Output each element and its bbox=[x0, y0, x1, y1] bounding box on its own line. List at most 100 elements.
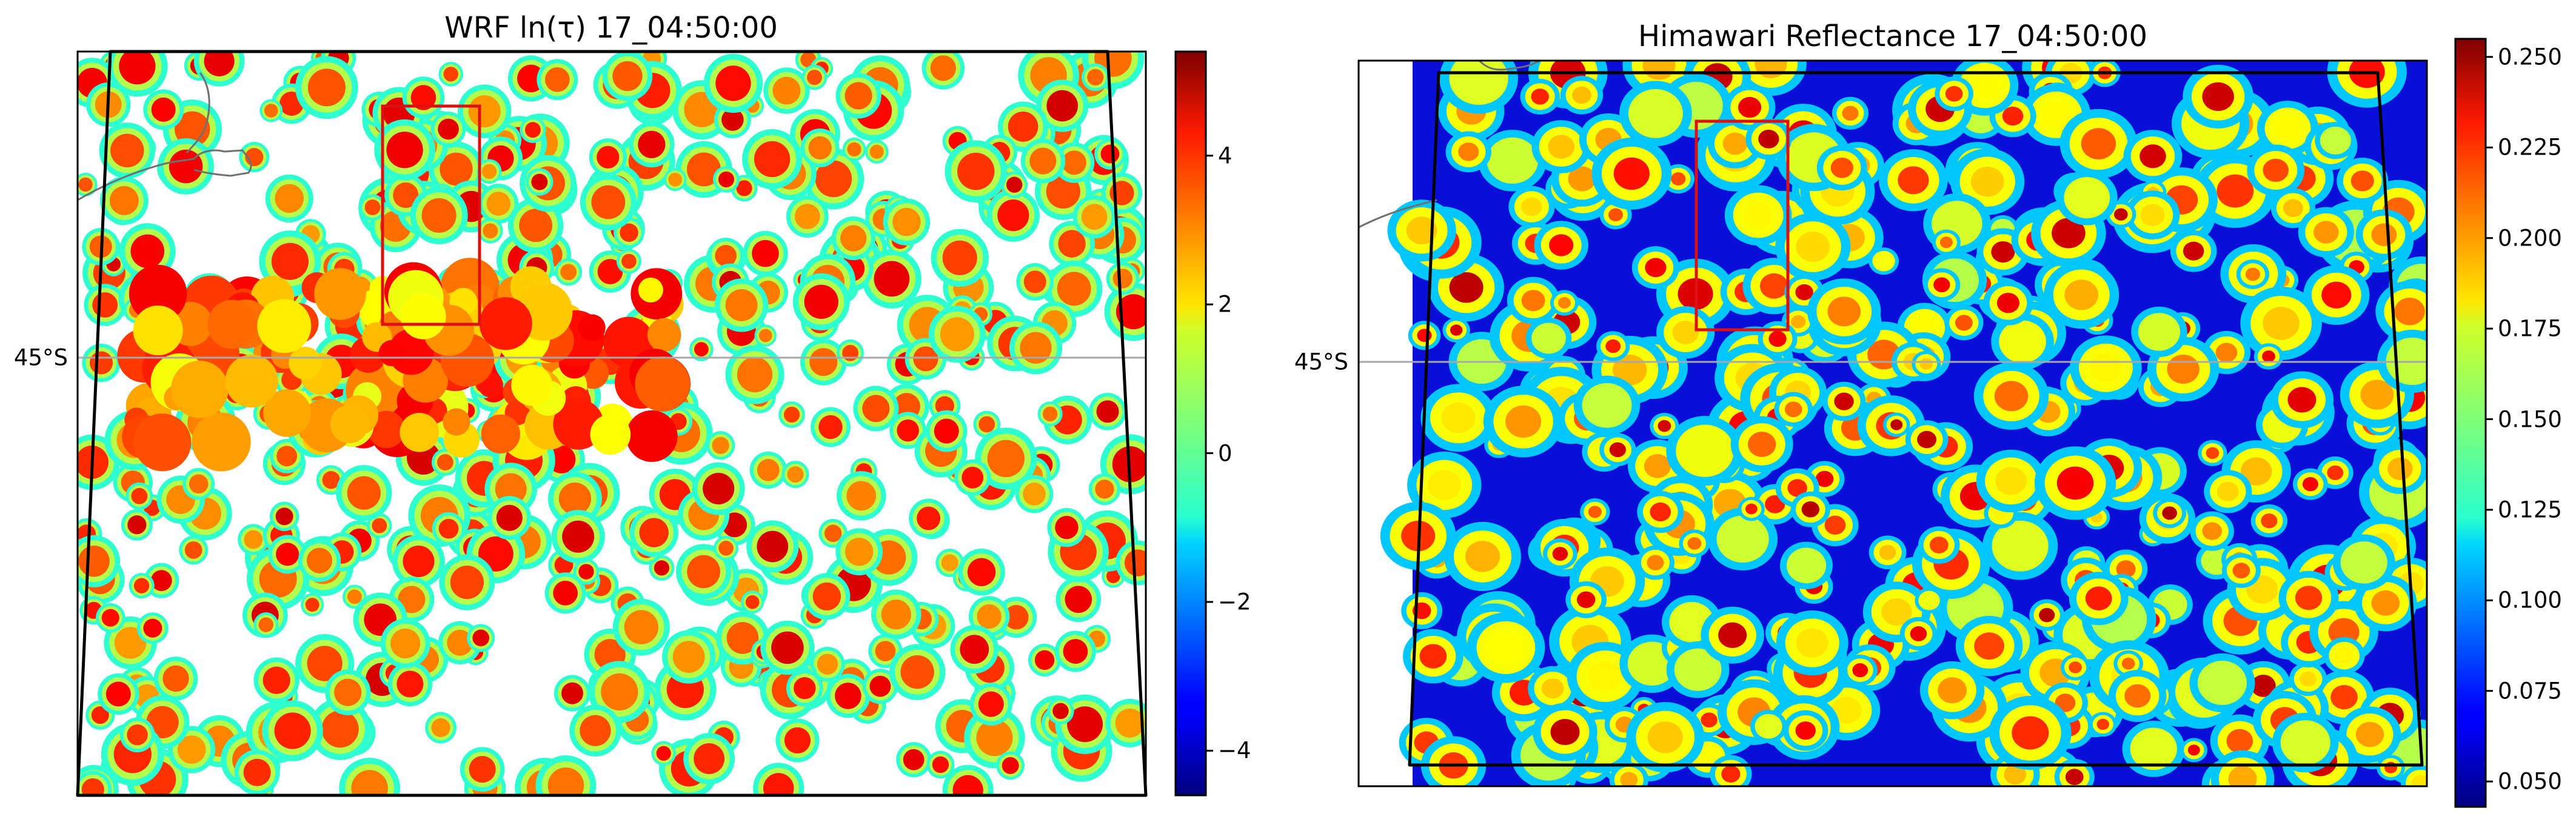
wrf-cloud-cell bbox=[942, 240, 977, 276]
wrf-cloud-cell bbox=[578, 564, 594, 580]
wrf-cloud-cell bbox=[917, 506, 941, 530]
wrf-cloud-cell bbox=[524, 122, 541, 138]
wrf-cloud-cell bbox=[597, 145, 620, 169]
wrf-cloud-cell bbox=[892, 207, 921, 236]
wrf-cloud-cell bbox=[787, 466, 804, 483]
himawari-cloud-patch bbox=[1650, 502, 1671, 522]
wrf-cloud-cell bbox=[131, 487, 148, 504]
wrf-cloud-cell bbox=[725, 289, 758, 321]
himawari-cloud-patch bbox=[2394, 298, 2425, 326]
wrf-cloud-cell bbox=[393, 182, 419, 209]
wrf-cloud-cell bbox=[531, 173, 548, 190]
wrf-cloud-cell bbox=[987, 439, 1025, 478]
wrf-cloud-cell bbox=[511, 364, 553, 406]
himawari-cloud-patch bbox=[1605, 339, 1621, 353]
wrf-cloud-cell bbox=[580, 715, 611, 746]
wrf-axes-frame bbox=[76, 50, 1147, 797]
wrf-cloud-cell bbox=[647, 318, 681, 352]
wrf-cloud-cell bbox=[264, 104, 278, 118]
wrf-cloud-cell bbox=[440, 152, 473, 186]
himawari-cloud-patch bbox=[2226, 729, 2253, 754]
himawari-cloud-patch bbox=[2140, 204, 2165, 226]
himawari-cloud-patch bbox=[1678, 610, 1705, 635]
himawari-cloud-patch bbox=[2167, 354, 2200, 384]
himawari-cloud-patch bbox=[1550, 718, 1580, 746]
himawari-cloud-patch bbox=[2371, 590, 2400, 616]
wrf-cloud-cell bbox=[656, 746, 671, 761]
wrf-cloud-cell bbox=[127, 515, 147, 535]
himawari-cloud-patch bbox=[1497, 147, 1528, 175]
wrf-cloud-cell bbox=[263, 389, 311, 437]
himawari-colorbar-tick-label: 0.075 bbox=[2498, 678, 2562, 704]
himawari-cloud-patch bbox=[2187, 744, 2200, 756]
wrf-cloud-cell bbox=[845, 82, 872, 110]
wrf-colorbar-tick-label: −2 bbox=[1218, 589, 1251, 615]
wrf-cloud-cell bbox=[962, 466, 984, 489]
wrf-cloud-cell bbox=[1096, 400, 1119, 423]
wrf-cloud-cell bbox=[809, 348, 838, 376]
himawari-cloud-patch bbox=[1787, 479, 1807, 497]
himawari-cloud-patch bbox=[1748, 432, 1776, 457]
himawari-cloud-patch bbox=[2360, 379, 2394, 410]
wrf-cloud-cell bbox=[635, 356, 691, 412]
wrf-cloud-cell bbox=[129, 264, 187, 323]
himawari-cloud-patch bbox=[1991, 241, 2015, 263]
wrf-cloud-cell bbox=[1065, 586, 1092, 613]
himawari-cloud-patch bbox=[1890, 419, 1903, 430]
wrf-cloud-cell bbox=[150, 570, 172, 592]
himawari-cloud-patch bbox=[2202, 522, 2223, 540]
wrf-cloud-cell bbox=[757, 459, 780, 481]
wrf-cloud-cell bbox=[334, 678, 362, 706]
wrf-cloud-cell bbox=[941, 554, 958, 572]
wrf-cloud-cell bbox=[437, 454, 453, 471]
wrf-cloud-cell bbox=[257, 299, 312, 353]
wrf-cloud-cell bbox=[578, 314, 606, 342]
himawari-cloud-patch bbox=[1591, 392, 1622, 419]
himawari-cloud-patch bbox=[2012, 716, 2049, 750]
himawari-cloud-patch bbox=[1684, 657, 1712, 683]
himawari-cloud-patch bbox=[1796, 231, 1830, 262]
wrf-cloud-field bbox=[78, 52, 1146, 795]
wrf-cloud-cell bbox=[808, 136, 832, 160]
wrf-cloud-cell bbox=[620, 223, 638, 242]
wrf-cloud-cell bbox=[347, 589, 362, 604]
himawari-cloud-patch bbox=[2261, 513, 2278, 529]
himawari-cloud-patch bbox=[2064, 279, 2099, 310]
wrf-cloud-cell bbox=[127, 724, 148, 746]
himawari-cloud-patch bbox=[1933, 277, 1950, 293]
wrf-cloud-cell bbox=[794, 677, 816, 700]
wrf-cloud-cell bbox=[276, 446, 298, 467]
wrf-cloud-cell bbox=[438, 518, 459, 539]
himawari-cloud-patch bbox=[2073, 185, 2101, 210]
wrf-cloud-cell bbox=[869, 144, 884, 159]
wrf-cloud-cell bbox=[207, 299, 257, 349]
wrf-cloud-cell bbox=[712, 436, 729, 454]
himawari-cloud-patch bbox=[1645, 258, 1667, 278]
wrf-cloud-cell bbox=[450, 565, 484, 600]
wrf-cloud-cell bbox=[869, 675, 891, 697]
wrf-cloud-cell bbox=[957, 152, 995, 190]
wrf-latitude-label: 45°S bbox=[13, 344, 68, 371]
wrf-cloud-cell bbox=[940, 317, 974, 352]
wrf-cloud-cell bbox=[862, 395, 890, 423]
himawari-cloud-patch bbox=[2116, 560, 2136, 578]
himawari-cloud-patch bbox=[1637, 650, 1667, 677]
wrf-cloud-cell bbox=[1008, 112, 1039, 142]
wrf-cloud-cell bbox=[1081, 204, 1108, 230]
himawari-coastline bbox=[1358, 59, 1541, 229]
himawari-colorbar-tick-label: 0.150 bbox=[2498, 406, 2562, 433]
himawari-cloud-patch bbox=[2355, 721, 2384, 747]
wrf-cloud-cell bbox=[1004, 604, 1029, 630]
wrf-cloud-cell bbox=[189, 474, 209, 494]
himawari-cloud-patch bbox=[2302, 476, 2318, 492]
himawari-cloud-patch bbox=[1406, 216, 1437, 245]
wrf-cloud-cell bbox=[421, 198, 457, 233]
himawari-colorbar-ticks bbox=[2486, 56, 2493, 783]
himawari-cloud-patch bbox=[1758, 129, 1779, 149]
himawari-cloud-patch bbox=[2321, 281, 2352, 309]
himawari-cloud-patch bbox=[1768, 330, 1787, 347]
wrf-cloud-cell bbox=[81, 778, 104, 795]
wrf-cloud-cell bbox=[597, 259, 623, 284]
himawari-cloud-patch bbox=[2300, 671, 2317, 687]
wrf-cloud-cell bbox=[934, 418, 959, 444]
